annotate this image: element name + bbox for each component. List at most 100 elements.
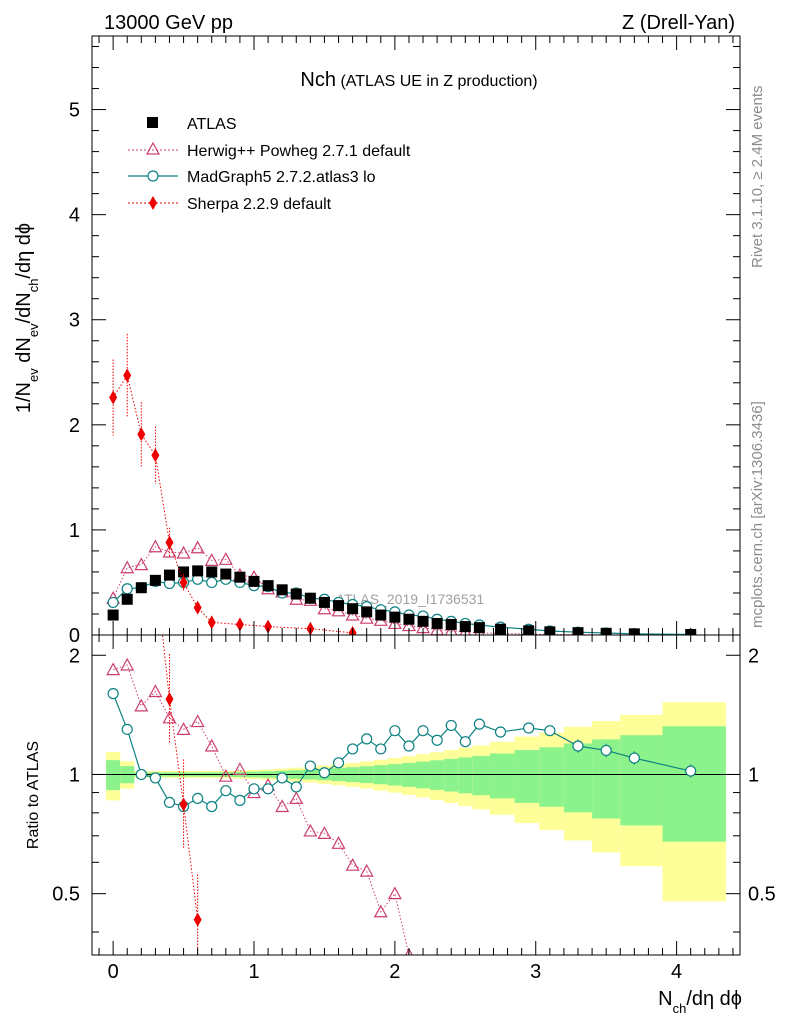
legend-marker-madgraph: [147, 170, 159, 182]
ratio-tick-label-right: 0.5: [748, 884, 776, 906]
atlas-point: [417, 615, 429, 627]
legend-label-herwig: Herwig++ Powheg 2.7.1 default: [187, 143, 411, 160]
atlas-point: [206, 566, 218, 578]
x-tick-label: 3: [530, 961, 541, 983]
herwig-ratio-point: [387, 886, 402, 900]
atlas-point: [178, 566, 190, 578]
herwig-point: [120, 560, 135, 574]
madgraph-ratio-point: [290, 781, 302, 793]
madgraph-ratio-point: [628, 752, 640, 764]
atlas-point: [445, 618, 457, 630]
ratio-tick-label: 0.5: [52, 884, 80, 906]
atlas-point: [375, 609, 387, 621]
herwig-ratio-point: [190, 714, 205, 728]
header-right: Z (Drell-Yan): [622, 12, 735, 34]
mcplots-label: mcplots.cern.ch [arXiv:1306.3436]: [749, 401, 766, 628]
sherpa-ratio-point: [165, 692, 174, 707]
herwig-ratio-point: [176, 722, 191, 735]
herwig-ratio-point: [162, 710, 177, 724]
madgraph-ratio-point: [135, 768, 147, 781]
herwig-ratio-point: [148, 684, 163, 698]
madgraph-ratio-point: [572, 740, 584, 752]
herwig-line: [112, 546, 691, 635]
herwig-point: [345, 607, 360, 621]
herwig-ratio-point: [275, 799, 290, 813]
y-tick-label: 0: [69, 625, 80, 647]
ratio-tick-label-right: 1: [748, 764, 759, 786]
herwig-ratio-line: [112, 664, 410, 955]
herwig-point: [162, 544, 177, 558]
x-tick-label: 4: [671, 961, 682, 983]
ratio-band-inner: [430, 760, 445, 790]
herwig-ratio-point: [317, 826, 332, 839]
x-tick-label: 2: [389, 961, 400, 983]
madgraph-ratio-point: [403, 740, 415, 752]
sherpa-point: [179, 575, 188, 590]
sherpa-point: [123, 368, 132, 383]
herwig-point: [204, 553, 219, 566]
sherpa-point: [235, 617, 244, 632]
herwig-ratio-point: [218, 768, 233, 782]
herwig-point: [190, 540, 205, 554]
madgraph-ratio-point: [163, 796, 176, 809]
herwig-ratio-point: [134, 698, 149, 712]
x-axis-label: Nch/dη dϕ: [658, 988, 742, 1016]
madgraph-ratio-point: [523, 722, 535, 734]
legend-label-madgraph: MadGraph5 2.7.2.atlas3 lo: [187, 169, 376, 186]
atlas-point: [290, 588, 302, 600]
madgraph-ratio-point: [445, 719, 457, 732]
legend: ATLAS Herwig++ Powheg 2.7.1 default MadG…: [128, 116, 411, 213]
atlas-point: [403, 613, 415, 625]
madgraph-ratio-point: [107, 688, 119, 700]
atlas-point: [234, 571, 246, 583]
madgraph-line: [112, 578, 691, 635]
atlas-point: [135, 582, 147, 594]
ratio-band-inner: [472, 755, 490, 796]
sherpa-point: [207, 615, 216, 630]
herwig-point: [444, 623, 458, 635]
ratio-band-inner: [514, 750, 540, 803]
madgraph-ratio-point: [248, 783, 260, 795]
sherpa-ratio-point: [123, 426, 131, 440]
atlas-point: [459, 621, 471, 633]
herwig-point: [359, 610, 374, 624]
herwig-ratio-point: [289, 791, 304, 805]
madgraph-ratio-point: [276, 772, 288, 784]
atlas-point: [163, 569, 175, 581]
madgraph-ratio-point: [600, 744, 612, 757]
x-tick-label: 0: [108, 961, 119, 983]
ratio-band-inner: [489, 753, 515, 799]
herwig-point: [148, 539, 163, 553]
atlas-point: [220, 568, 232, 580]
herwig-ratio-point: [303, 823, 318, 837]
ratio-series: [92, 426, 740, 955]
ratio-tick-label: 2: [69, 645, 80, 667]
sherpa-ratio-point: [137, 521, 145, 535]
ratio-frame: [91, 634, 741, 956]
madgraph-ratio-point: [149, 772, 161, 784]
madgraph-point: [206, 576, 218, 589]
atlas-point: [495, 623, 507, 635]
legend-label-sherpa: Sherpa 2.2.9 default: [187, 196, 332, 213]
herwig-ratio-point: [359, 863, 374, 877]
atlas-point: [473, 622, 485, 634]
ratio-band-inner: [662, 726, 726, 842]
atlas-point: [523, 625, 535, 635]
ratio-tick-label-right: 2: [748, 645, 759, 667]
madgraph-ratio-point: [375, 743, 387, 755]
rivet-label: Rivet 3.1.10, ≥ 2.4M events: [749, 86, 766, 269]
madgraph-ratio-point: [347, 743, 359, 755]
herwig-point: [176, 545, 191, 559]
madgraph-ratio-point: [121, 723, 133, 735]
madgraph-ratio-point: [494, 726, 507, 738]
herwig-point: [317, 601, 332, 615]
ratio-band-inner: [106, 760, 121, 791]
atlas-point: [347, 603, 359, 615]
axes: 0 1 2 3 4 0 1 2 3 4 5 0.5 0.5 1 1 2 2: [52, 35, 776, 983]
ratio-band-inner: [416, 761, 431, 789]
madgraph-ratio-point: [544, 725, 556, 737]
sherpa-ratio-point: [151, 562, 159, 576]
madgraph-ratio-point: [361, 733, 373, 745]
madgraph-ratio-point: [234, 794, 246, 806]
